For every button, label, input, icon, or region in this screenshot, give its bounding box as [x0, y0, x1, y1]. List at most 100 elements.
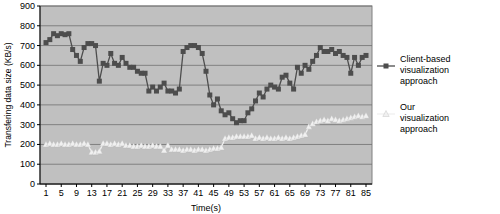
x-tick-label: 21 [117, 188, 127, 198]
data-point [344, 55, 349, 60]
legend-marker [384, 64, 389, 69]
x-tick [305, 184, 306, 187]
x-tick [122, 184, 123, 187]
data-point [104, 63, 109, 68]
x-tick-label: 5 [59, 188, 64, 198]
data-point [287, 81, 292, 86]
x-tick-label: 29 [148, 188, 158, 198]
x-tick [213, 184, 214, 187]
x-tick-label: 17 [102, 188, 112, 198]
x-tick [46, 184, 47, 187]
grid-line [40, 124, 372, 125]
data-point [226, 110, 231, 115]
grid-line [40, 104, 372, 105]
x-tick [366, 184, 367, 187]
data-point [211, 102, 216, 107]
data-point [364, 53, 369, 58]
data-point [70, 47, 75, 52]
x-tick-label: 81 [346, 188, 356, 198]
x-tick [244, 184, 245, 187]
x-tick [183, 184, 184, 187]
data-point [204, 69, 209, 74]
legend-label: Ourvisualizationapproach [400, 102, 449, 134]
y-tick-label: 900 [20, 1, 35, 11]
grid-line [40, 184, 372, 185]
legend-label: Client-basedvisualizationapproach [400, 54, 451, 86]
x-tick-label: 69 [300, 188, 310, 198]
data-point [302, 131, 308, 137]
data-point [299, 71, 304, 76]
data-point [93, 43, 98, 48]
series-line [46, 34, 366, 123]
chart: 0100200300400500600700800900159131721252… [0, 0, 500, 214]
x-axis-label: Time(s) [191, 203, 221, 213]
x-tick-label: 9 [74, 188, 79, 198]
x-tick [61, 184, 62, 187]
data-point [162, 81, 167, 86]
data-point [157, 143, 163, 149]
x-tick-label: 53 [239, 188, 249, 198]
data-point [85, 141, 91, 147]
x-tick [137, 184, 138, 187]
y-tick-label: 100 [20, 159, 35, 169]
data-point [74, 53, 79, 58]
x-axis [40, 184, 372, 185]
x-tick-label: 49 [224, 188, 234, 198]
x-tick [289, 184, 290, 187]
x-tick-label: 33 [163, 188, 173, 198]
legend-label-line: Client-based [400, 54, 451, 64]
data-point [96, 148, 102, 154]
data-group [43, 31, 369, 155]
data-point [66, 31, 71, 36]
data-point [116, 63, 121, 68]
x-tick [198, 184, 199, 187]
legend-label-line: Our [400, 102, 415, 112]
data-point [207, 93, 212, 98]
data-point [352, 55, 357, 60]
x-tick [91, 184, 92, 187]
data-point [276, 87, 281, 92]
data-point [249, 132, 255, 138]
y-tick-label: 0 [30, 179, 35, 189]
data-point [200, 51, 205, 56]
data-point [253, 98, 258, 103]
data-point [363, 112, 369, 118]
data-point [47, 37, 52, 42]
data-point [249, 106, 254, 111]
data-point [215, 96, 220, 101]
x-tick [274, 184, 275, 187]
x-tick [259, 184, 260, 187]
data-point [143, 71, 148, 76]
data-point [165, 142, 171, 148]
x-tick [76, 184, 77, 187]
grid-line [40, 85, 372, 86]
data-point [348, 71, 353, 76]
x-tick-label: 1 [43, 188, 48, 198]
legend-label-line: visualization [400, 113, 449, 123]
plot-area [40, 6, 372, 184]
data-point [78, 59, 83, 64]
data-point [284, 73, 289, 78]
x-tick-label: 45 [209, 188, 219, 198]
y-tick-label: 700 [20, 41, 35, 51]
y-axis-label: Transfering data size (KB/s) [3, 42, 13, 147]
x-tick-label: 73 [315, 188, 325, 198]
data-point [242, 118, 247, 123]
grid-line [40, 164, 372, 165]
series-line [46, 116, 366, 153]
grid-line [40, 65, 372, 66]
data-point [108, 51, 113, 56]
x-tick-label: 61 [270, 188, 280, 198]
x-tick [152, 184, 153, 187]
data-point [295, 65, 300, 70]
legend-label-line: visualization [400, 65, 449, 75]
x-tick-label: 13 [87, 188, 97, 198]
data-point [291, 87, 296, 92]
y-tick-label: 600 [20, 60, 35, 70]
data-point [356, 63, 361, 68]
data-point [177, 87, 182, 92]
data-point [306, 67, 311, 72]
x-tick [335, 184, 336, 187]
x-tick [320, 184, 321, 187]
y-tick-label: 400 [20, 100, 35, 110]
